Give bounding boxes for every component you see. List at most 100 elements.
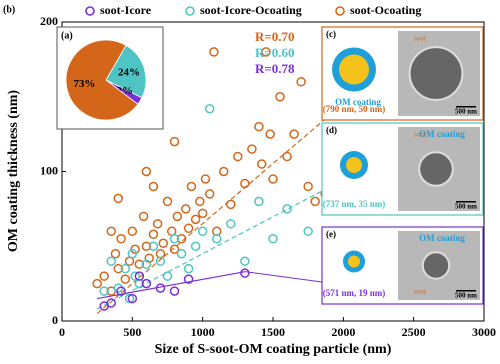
pie-value-label: 24% (118, 67, 140, 79)
connector (244, 271, 323, 283)
scale-bar (456, 290, 476, 292)
y-tick-label: 0 (52, 313, 58, 327)
annotation: R=0.78 (255, 61, 295, 76)
point (169, 136, 180, 147)
point (190, 241, 201, 251)
pie-label: (a) (61, 30, 73, 41)
coating-label: OM coating (335, 97, 381, 107)
point (127, 226, 138, 237)
legend-marker (185, 6, 195, 16)
point (169, 286, 180, 296)
tem-particle (408, 46, 464, 101)
scale-label: 500 nm (455, 203, 477, 211)
point (106, 256, 116, 266)
point (92, 278, 102, 289)
point (296, 77, 306, 87)
core-circle (348, 255, 360, 268)
x-tick-label: 3000 (472, 325, 496, 339)
point (116, 234, 126, 244)
y-tick-label: 100 (40, 163, 58, 177)
point (127, 248, 138, 259)
point (141, 278, 152, 289)
x-tick-label: 1000 (191, 325, 215, 339)
point (275, 92, 285, 102)
point (226, 199, 236, 210)
point (219, 166, 229, 177)
point (134, 271, 145, 281)
point (162, 196, 173, 207)
point (226, 219, 236, 229)
point (254, 196, 264, 207)
panel-label: (b) (3, 4, 15, 15)
point (240, 256, 250, 266)
legend-label: soot-Icore (100, 3, 152, 17)
size-label: (737 nm, 35 nm) (323, 199, 386, 209)
point (176, 234, 187, 244)
panel-label: (d) (326, 125, 337, 135)
point (282, 151, 292, 162)
point (110, 248, 121, 259)
point (211, 234, 222, 244)
point (155, 283, 166, 293)
x-tick-label: 2000 (331, 325, 355, 339)
panel-label: (e) (326, 229, 336, 239)
point (268, 174, 278, 184)
soot-label: soot (414, 35, 426, 43)
point (99, 271, 109, 281)
point (289, 129, 299, 139)
point (130, 271, 140, 281)
point (233, 151, 243, 162)
point (240, 178, 250, 189)
point (148, 181, 159, 192)
fit-line (96, 118, 326, 314)
x-tick-label: 500 (123, 325, 141, 339)
point (209, 47, 219, 57)
point (138, 211, 149, 222)
point (155, 256, 166, 266)
point (141, 241, 152, 251)
point (120, 274, 131, 284)
point (152, 219, 163, 229)
point (190, 214, 201, 225)
x-tick-label: 0 (59, 325, 65, 339)
core-circle (346, 157, 362, 173)
tem-particle (421, 251, 451, 280)
point (141, 259, 152, 269)
point (197, 226, 208, 237)
point (256, 159, 267, 169)
point (169, 244, 180, 254)
fit-line (96, 188, 326, 310)
point (162, 271, 173, 281)
scale-label: 500 nm (455, 108, 477, 116)
point (116, 286, 126, 296)
soot-label: soot (414, 131, 426, 139)
pie-slice (65, 39, 139, 121)
scale-label: 500 nm (455, 292, 477, 300)
point (99, 286, 109, 296)
point (127, 293, 138, 304)
x-tick-label: 2500 (402, 325, 426, 339)
point (181, 204, 191, 214)
point (106, 298, 116, 308)
point (265, 129, 275, 139)
point (124, 293, 135, 304)
point (254, 121, 264, 132)
point (172, 211, 183, 222)
legend-label: soot-Icore-Ocoating (200, 3, 302, 17)
soot-label: soot (414, 288, 426, 296)
point (148, 229, 159, 240)
x-tick-label: 1500 (261, 325, 285, 339)
pie-value-label: 73% (73, 78, 95, 90)
point (113, 283, 124, 293)
fit-line (97, 271, 245, 300)
point (204, 103, 215, 114)
point (183, 223, 194, 234)
legend-marker (85, 6, 95, 16)
point (169, 234, 180, 244)
size-label: (790 nm, 50 nm) (323, 104, 386, 114)
legend-marker (335, 6, 345, 16)
point (200, 174, 211, 184)
point (113, 193, 124, 204)
point (113, 263, 124, 274)
